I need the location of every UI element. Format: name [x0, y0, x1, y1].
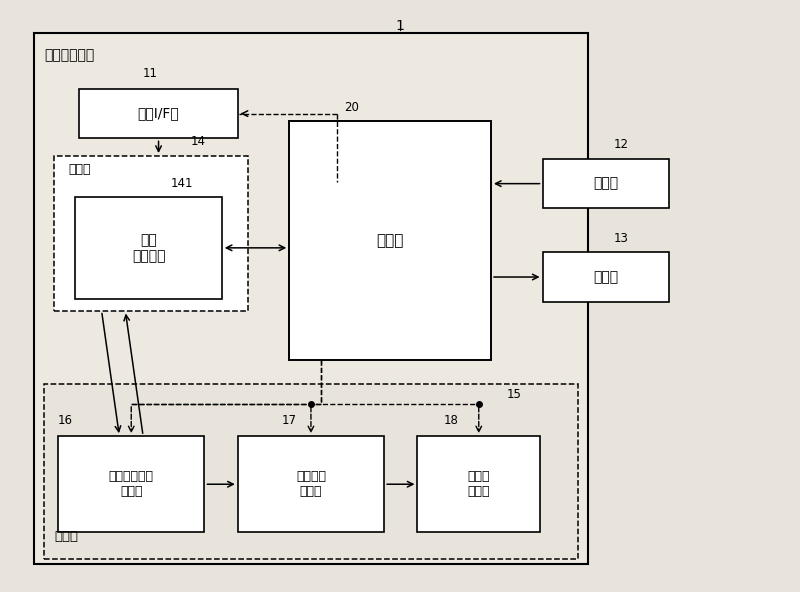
- Bar: [418, 436, 540, 532]
- Bar: [542, 159, 669, 208]
- Bar: [75, 197, 222, 299]
- Text: 17: 17: [282, 414, 296, 427]
- Text: 16: 16: [58, 414, 73, 427]
- Text: 13: 13: [614, 231, 629, 244]
- Text: 图像
处理程序: 图像 处理程序: [132, 233, 166, 263]
- Text: 显示部: 显示部: [594, 270, 618, 284]
- Bar: [44, 384, 578, 559]
- Bar: [289, 121, 491, 360]
- Text: 18: 18: [443, 414, 458, 427]
- Text: 外部I/F部: 外部I/F部: [138, 107, 179, 121]
- Text: 记录部: 记录部: [68, 163, 90, 176]
- Text: 15: 15: [506, 388, 522, 401]
- Bar: [34, 33, 589, 565]
- Text: 轮廓候选边缘
检测部: 轮廓候选边缘 检测部: [109, 470, 154, 498]
- Bar: [542, 252, 669, 302]
- Text: 14: 14: [190, 136, 206, 149]
- Text: 141: 141: [170, 178, 193, 191]
- Text: 轮廓边缘
检测部: 轮廓边缘 检测部: [296, 470, 326, 498]
- Bar: [54, 156, 248, 311]
- Text: 控制部: 控制部: [377, 233, 404, 248]
- Text: 11: 11: [142, 67, 158, 80]
- Text: 1: 1: [395, 19, 405, 33]
- Bar: [58, 436, 205, 532]
- Text: 操作部: 操作部: [594, 176, 618, 191]
- Text: 图像处理装置: 图像处理装置: [45, 48, 94, 62]
- Text: 插値线
生成部: 插値线 生成部: [467, 470, 490, 498]
- Bar: [238, 436, 384, 532]
- Bar: [79, 89, 238, 139]
- Text: 20: 20: [345, 101, 359, 114]
- Text: 运算部: 运算部: [54, 530, 78, 543]
- Text: 12: 12: [614, 139, 629, 151]
